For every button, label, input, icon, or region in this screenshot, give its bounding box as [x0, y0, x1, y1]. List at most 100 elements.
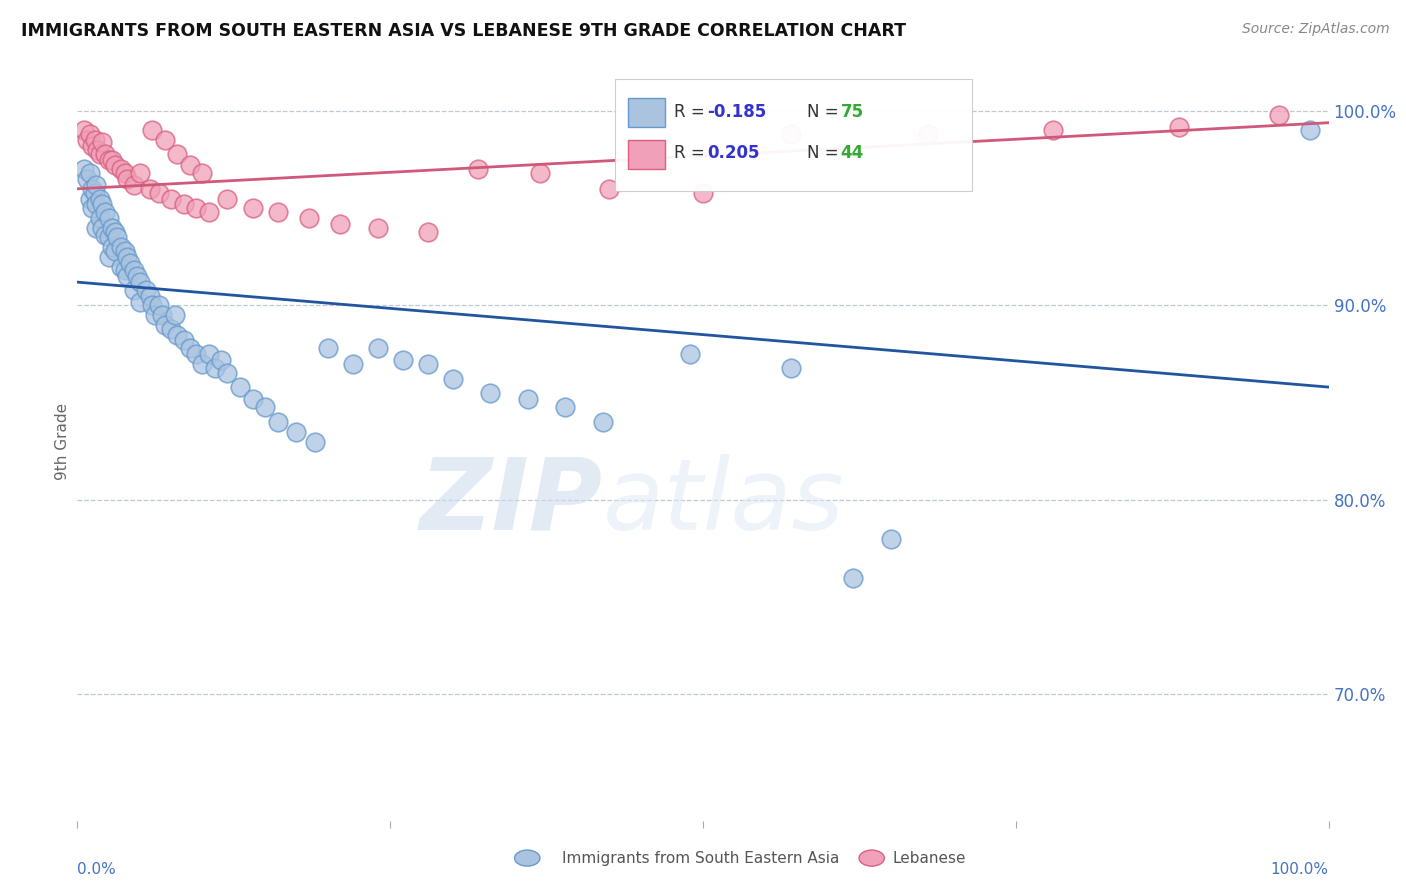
Point	[117, 172, 139, 186]
Point	[1167, 120, 1189, 134]
Point	[122, 263, 145, 277]
Point	[91, 197, 114, 211]
Point	[253, 400, 276, 414]
Point	[917, 128, 939, 142]
Point	[416, 225, 439, 239]
Point	[122, 178, 145, 192]
Point	[101, 220, 124, 235]
Point	[117, 250, 139, 264]
Point	[89, 211, 111, 225]
Point	[209, 352, 232, 367]
Point	[554, 400, 576, 414]
Point	[779, 360, 801, 375]
Point	[101, 240, 124, 254]
Text: atlas: atlas	[603, 454, 845, 550]
Text: ZIP: ZIP	[420, 454, 603, 550]
Point	[679, 347, 702, 361]
Text: Immigrants from South Eastern Asia: Immigrants from South Eastern Asia	[562, 851, 839, 865]
Point	[101, 153, 124, 167]
Point	[1299, 123, 1322, 137]
Point	[153, 318, 176, 332]
Point	[329, 217, 352, 231]
FancyBboxPatch shape	[628, 140, 665, 169]
Point	[197, 347, 219, 361]
Point	[94, 146, 117, 161]
Point	[72, 162, 94, 177]
Point	[104, 225, 127, 239]
Point	[166, 327, 188, 342]
FancyBboxPatch shape	[628, 98, 665, 127]
Point	[135, 283, 157, 297]
Point	[1267, 108, 1289, 122]
Point	[79, 128, 101, 142]
Text: 0.0%: 0.0%	[77, 863, 117, 878]
Point	[82, 201, 104, 215]
Text: N =: N =	[807, 145, 844, 162]
Point	[141, 298, 163, 312]
Point	[86, 143, 108, 157]
Point	[779, 128, 801, 142]
Point	[141, 123, 163, 137]
Point	[94, 205, 117, 219]
Point	[105, 230, 128, 244]
Text: IMMIGRANTS FROM SOUTH EASTERN ASIA VS LEBANESE 9TH GRADE CORRELATION CHART: IMMIGRANTS FROM SOUTH EASTERN ASIA VS LE…	[21, 22, 905, 40]
Text: 100.0%: 100.0%	[1271, 863, 1329, 878]
Point	[148, 186, 170, 200]
Point	[104, 244, 127, 258]
Point	[229, 380, 252, 394]
Text: N =: N =	[807, 103, 844, 120]
Point	[97, 230, 120, 244]
Point	[242, 201, 264, 215]
Point	[592, 415, 614, 429]
Point	[186, 347, 208, 361]
Y-axis label: 9th Grade: 9th Grade	[55, 403, 70, 480]
Point	[692, 186, 714, 200]
Point	[76, 172, 98, 186]
Point	[197, 205, 219, 219]
Text: Source: ZipAtlas.com: Source: ZipAtlas.com	[1241, 22, 1389, 37]
Point	[83, 186, 105, 200]
Point	[153, 133, 176, 147]
Point	[160, 322, 183, 336]
Point	[114, 166, 136, 180]
Point	[91, 135, 114, 149]
Point	[97, 153, 120, 167]
Point	[129, 275, 152, 289]
Point	[179, 159, 201, 173]
Point	[298, 211, 321, 225]
Point	[880, 532, 903, 546]
Point	[163, 308, 186, 322]
Point	[367, 341, 389, 355]
Text: R =: R =	[675, 145, 710, 162]
Point	[217, 367, 239, 381]
Point	[529, 166, 551, 180]
Point	[72, 123, 94, 137]
Point	[842, 571, 865, 585]
Point	[391, 352, 413, 367]
Point	[242, 392, 264, 406]
Point	[467, 162, 489, 177]
Point	[266, 415, 288, 429]
Point	[217, 192, 239, 206]
Point	[598, 182, 620, 196]
Point	[76, 133, 98, 147]
Point	[266, 205, 288, 219]
Point	[367, 220, 389, 235]
Point	[114, 263, 136, 277]
Point	[89, 146, 111, 161]
Point	[416, 357, 439, 371]
Point	[139, 182, 162, 196]
Text: 0.205: 0.205	[707, 145, 759, 162]
Point	[82, 139, 104, 153]
Point	[82, 182, 104, 196]
Point	[139, 289, 162, 303]
Point	[127, 269, 149, 284]
Point	[173, 197, 195, 211]
Text: 44: 44	[841, 145, 863, 162]
Point	[1042, 123, 1064, 137]
Point	[148, 298, 170, 312]
Point	[79, 166, 101, 180]
Point	[441, 372, 464, 386]
Point	[83, 133, 105, 147]
Point	[89, 192, 111, 206]
